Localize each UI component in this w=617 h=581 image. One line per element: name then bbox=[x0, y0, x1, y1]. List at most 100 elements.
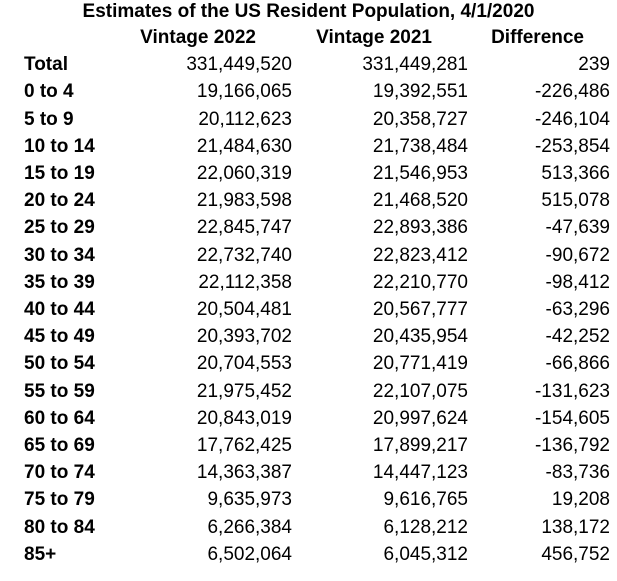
cell-difference: -47,639 bbox=[545, 217, 610, 239]
row-label: 15 to 19 bbox=[24, 163, 95, 185]
row-label: 10 to 14 bbox=[24, 135, 95, 157]
cell-vintage-2021: 21,546,953 bbox=[372, 163, 468, 185]
cell-vintage-2021: 19,392,551 bbox=[372, 81, 468, 103]
table-row: 85+ 6,502,064 6,045,312 456,752 bbox=[0, 541, 617, 568]
row-label: 30 to 34 bbox=[24, 244, 95, 266]
cell-difference: -246,104 bbox=[534, 108, 610, 130]
cell-vintage-2021: 17,899,217 bbox=[372, 435, 468, 457]
row-label: 45 to 49 bbox=[24, 326, 95, 348]
cell-vintage-2021: 22,893,386 bbox=[372, 217, 468, 239]
cell-difference: -131,623 bbox=[534, 380, 610, 402]
table-row: 45 to 49 20,393,702 20,435,954 -42,252 bbox=[0, 323, 617, 350]
table-row: 50 to 54 20,704,553 20,771,419 -66,866 bbox=[0, 350, 617, 377]
table-title: Estimates of the US Resident Population,… bbox=[82, 1, 535, 22]
cell-difference: -83,736 bbox=[545, 462, 610, 484]
cell-vintage-2022: 19,166,065 bbox=[196, 81, 292, 103]
row-label: Total bbox=[24, 54, 68, 76]
cell-vintage-2022: 331,449,520 bbox=[186, 54, 292, 76]
table-row: 55 to 59 21,975,452 22,107,075 -131,623 bbox=[0, 378, 617, 405]
table-row: 60 to 64 20,843,019 20,997,624 -154,605 bbox=[0, 405, 617, 432]
cell-vintage-2022: 20,393,702 bbox=[196, 326, 292, 348]
cell-vintage-2022: 21,983,598 bbox=[196, 190, 292, 212]
table-row: 65 to 69 17,762,425 17,899,217 -136,792 bbox=[0, 432, 617, 459]
cell-vintage-2021: 20,771,419 bbox=[372, 353, 468, 375]
row-label: 50 to 54 bbox=[24, 353, 95, 375]
cell-difference: 456,752 bbox=[541, 543, 610, 565]
cell-vintage-2022: 22,112,358 bbox=[198, 271, 292, 293]
cell-difference: 19,208 bbox=[551, 489, 610, 511]
row-label: 75 to 79 bbox=[24, 489, 95, 511]
cell-difference: -63,296 bbox=[545, 299, 610, 321]
row-label: 70 to 74 bbox=[24, 462, 95, 484]
cell-difference: -154,605 bbox=[534, 407, 610, 429]
cell-vintage-2021: 22,107,075 bbox=[372, 380, 468, 402]
header-age-group bbox=[0, 24, 130, 51]
cell-difference: 138,172 bbox=[541, 516, 610, 538]
table-row: 75 to 79 9,635,973 9,616,765 19,208 bbox=[0, 486, 617, 513]
row-label: 0 to 4 bbox=[24, 81, 74, 103]
cell-vintage-2022: 17,762,425 bbox=[196, 435, 292, 457]
table-row: 5 to 9 20,112,623 20,358,727 -246,104 bbox=[0, 106, 617, 133]
table-row: 30 to 34 22,732,740 22,823,412 -90,672 bbox=[0, 242, 617, 269]
header-vintage-2022: Vintage 2022 bbox=[140, 27, 256, 48]
cell-vintage-2022: 20,704,553 bbox=[196, 353, 292, 375]
cell-vintage-2022: 14,363,387 bbox=[196, 462, 292, 484]
table-body: Total 331,449,520 331,449,281 239 0 to 4 19,1… bbox=[0, 51, 617, 568]
cell-difference: -253,854 bbox=[534, 135, 610, 157]
row-label: 85+ bbox=[24, 543, 57, 565]
cell-vintage-2022: 9,635,973 bbox=[207, 489, 292, 511]
cell-vintage-2022: 22,060,319 bbox=[196, 163, 292, 185]
cell-vintage-2022: 20,843,019 bbox=[196, 407, 292, 429]
cell-vintage-2021: 9,616,765 bbox=[383, 489, 468, 511]
table-row: 70 to 74 14,363,387 14,447,123 -83,736 bbox=[0, 459, 617, 486]
header-row: Vintage 2022 Vintage 2021 Difference bbox=[0, 24, 617, 51]
table-row: 15 to 19 22,060,319 21,546,953 513,366 bbox=[0, 160, 617, 187]
cell-vintage-2021: 20,567,777 bbox=[372, 299, 468, 321]
row-label: 35 to 39 bbox=[24, 271, 95, 293]
cell-difference: 513,366 bbox=[541, 163, 610, 185]
cell-difference: -90,672 bbox=[545, 244, 610, 266]
cell-difference: -136,792 bbox=[534, 435, 610, 457]
cell-vintage-2021: 20,997,624 bbox=[372, 407, 468, 429]
cell-difference: -42,252 bbox=[545, 326, 610, 348]
row-label: 20 to 24 bbox=[24, 190, 95, 212]
cell-difference: 239 bbox=[578, 54, 610, 76]
table-row: 25 to 29 22,845,747 22,893,386 -47,639 bbox=[0, 214, 617, 241]
row-label: 25 to 29 bbox=[24, 217, 95, 239]
table-row: 0 to 4 19,166,065 19,392,551 -226,486 bbox=[0, 78, 617, 105]
cell-vintage-2022: 21,975,452 bbox=[196, 380, 292, 402]
cell-difference: 515,078 bbox=[541, 190, 610, 212]
cell-vintage-2021: 14,447,123 bbox=[372, 462, 468, 484]
row-label: 40 to 44 bbox=[24, 299, 95, 321]
row-label: 65 to 69 bbox=[24, 435, 95, 457]
cell-vintage-2021: 21,468,520 bbox=[372, 190, 468, 212]
cell-vintage-2022: 6,502,064 bbox=[207, 543, 292, 565]
cell-vintage-2021: 331,449,281 bbox=[362, 54, 468, 76]
cell-difference: -226,486 bbox=[534, 81, 610, 103]
row-label: 5 to 9 bbox=[24, 108, 74, 130]
cell-vintage-2022: 21,484,630 bbox=[196, 135, 292, 157]
header-vintage-2021: Vintage 2021 bbox=[316, 27, 432, 48]
row-label: 55 to 59 bbox=[24, 380, 95, 402]
cell-vintage-2021: 20,358,727 bbox=[372, 108, 468, 130]
cell-vintage-2022: 6,266,384 bbox=[207, 516, 292, 538]
table-row: Total 331,449,520 331,449,281 239 bbox=[0, 51, 617, 78]
cell-vintage-2021: 6,128,212 bbox=[383, 516, 468, 538]
header-difference: Difference bbox=[491, 27, 584, 48]
table-row: 20 to 24 21,983,598 21,468,520 515,078 bbox=[0, 187, 617, 214]
table-row: 80 to 84 6,266,384 6,128,212 138,172 bbox=[0, 514, 617, 541]
cell-vintage-2021: 22,210,770 bbox=[372, 271, 468, 293]
cell-vintage-2022: 20,504,481 bbox=[196, 299, 292, 321]
cell-vintage-2021: 20,435,954 bbox=[372, 326, 468, 348]
row-label: 60 to 64 bbox=[24, 407, 95, 429]
table-row: 10 to 14 21,484,630 21,738,484 -253,854 bbox=[0, 133, 617, 160]
cell-vintage-2021: 21,738,484 bbox=[372, 135, 468, 157]
cell-vintage-2022: 22,845,747 bbox=[196, 217, 292, 239]
cell-vintage-2022: 20,112,623 bbox=[198, 108, 292, 130]
cell-vintage-2021: 22,823,412 bbox=[372, 244, 468, 266]
table-row: 35 to 39 22,112,358 22,210,770 -98,412 bbox=[0, 269, 617, 296]
cell-difference: -98,412 bbox=[545, 271, 610, 293]
row-label: 80 to 84 bbox=[24, 516, 95, 538]
population-table: Vintage 2022 Vintage 2021 Difference Tot… bbox=[0, 24, 617, 568]
